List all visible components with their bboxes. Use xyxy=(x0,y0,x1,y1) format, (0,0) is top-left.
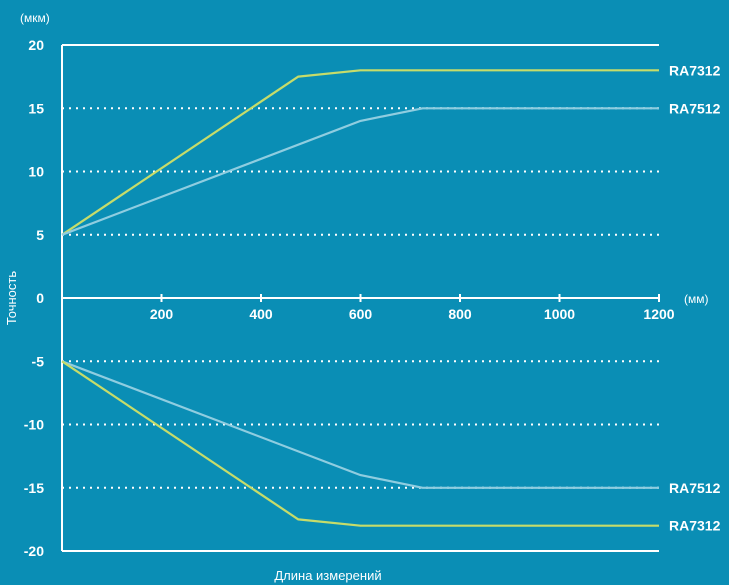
series-line-ra7312 xyxy=(61,360,659,527)
y-tick-label: -20 xyxy=(24,543,44,559)
series-label-ra7312: RA7312 xyxy=(669,62,721,78)
series-line-ra7312 xyxy=(61,69,659,236)
x-tick-label: 800 xyxy=(448,306,472,322)
series-line-ra7512 xyxy=(61,360,659,489)
x-tick-label: 1200 xyxy=(643,306,674,322)
axes xyxy=(61,44,660,552)
x-tick-label: 600 xyxy=(349,306,373,322)
y-tick-label: -10 xyxy=(24,417,44,433)
x-axis-title: Длина измерений xyxy=(274,568,381,583)
x-tick-label: 200 xyxy=(150,306,174,322)
series-lines xyxy=(61,69,659,527)
x-tick-label: 400 xyxy=(249,306,273,322)
y-tick-label: -15 xyxy=(24,480,44,496)
y-tick-label: 0 xyxy=(36,290,44,306)
series-label-ra7512: RA7512 xyxy=(669,100,721,116)
series-line-ra7512 xyxy=(61,107,659,236)
series-label-ra7312: RA7312 xyxy=(669,518,721,534)
y-tick-label: 5 xyxy=(36,227,44,243)
labels: (мкм) (мм) Длина измерений Точность 20 15… xyxy=(4,11,721,583)
y-tick-label: 20 xyxy=(28,37,44,53)
series-label-ra7512: RA7512 xyxy=(669,480,721,496)
y-axis-title: Точность xyxy=(4,271,19,326)
x-tick-label: 1000 xyxy=(544,306,575,322)
y-tick-label: -5 xyxy=(32,353,45,369)
y-tick-label: 10 xyxy=(28,164,44,180)
y-tick-label: 15 xyxy=(28,100,44,116)
y-unit-label: (мкм) xyxy=(20,11,50,25)
x-unit-label: (мм) xyxy=(684,292,709,306)
